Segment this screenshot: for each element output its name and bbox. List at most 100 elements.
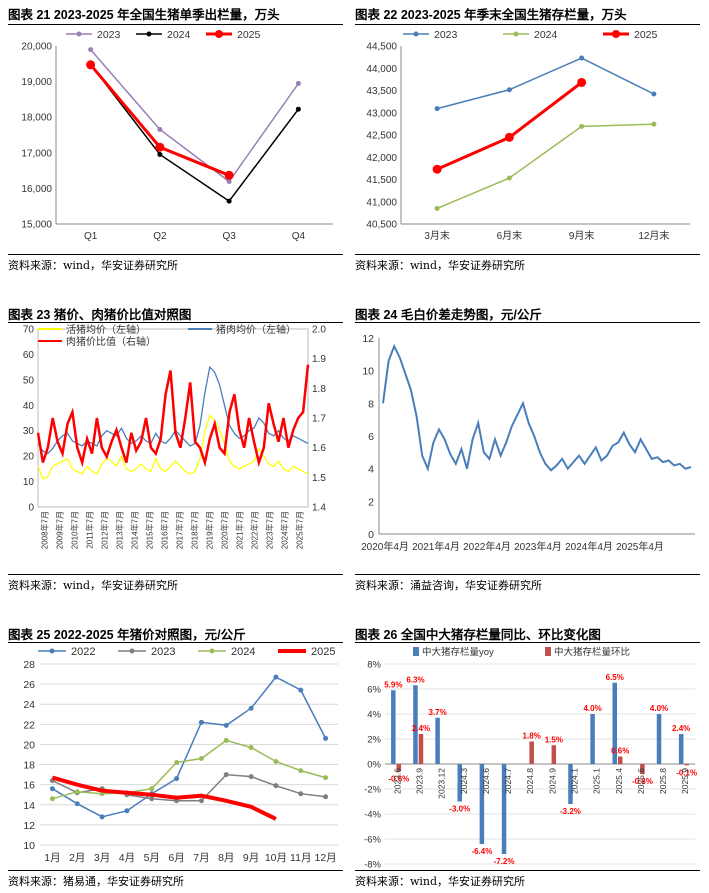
y-tick-label: 60 bbox=[23, 350, 35, 361]
series-line-2022 bbox=[52, 676, 327, 818]
data-label: -0.1% bbox=[676, 768, 697, 777]
divider bbox=[8, 642, 343, 643]
x-tick-label: 2023.9 bbox=[414, 768, 424, 794]
data-point-2025 bbox=[224, 170, 234, 180]
y-tick-label: 44,000 bbox=[366, 64, 397, 75]
y-tick-label: 43,500 bbox=[366, 86, 397, 97]
data-label: -0.8% bbox=[632, 777, 653, 786]
data-point-2023 bbox=[198, 798, 204, 804]
series-line-2025 bbox=[436, 81, 583, 171]
legend-label: 2022 bbox=[71, 646, 95, 658]
data-label: 3.7% bbox=[428, 708, 446, 717]
chart-panel-22: 图表 22 2023-2025 年季末全国生猪存栏量，万头 2023 2024 20… bbox=[355, 4, 700, 272]
bar-mom bbox=[684, 764, 689, 766]
y-tick-label: 22 bbox=[23, 719, 35, 731]
data-label: -6.4% bbox=[471, 847, 492, 856]
line-chart-quarter-end-inventory: 2023 2024 2025 40,500 41,000 41,500 42,000 42,5… bbox=[366, 29, 690, 242]
x-tick-label: 3月末 bbox=[424, 229, 450, 242]
x-tick-label: Q2 bbox=[153, 231, 167, 242]
data-point-2024 bbox=[273, 759, 279, 765]
bar-yoy bbox=[479, 764, 485, 844]
bar-mom bbox=[618, 756, 623, 764]
data-point-2022 bbox=[323, 735, 329, 741]
data-point-2024 bbox=[248, 744, 254, 750]
data-point-2024 bbox=[651, 121, 657, 127]
x-tick-label: 2025.6 bbox=[636, 768, 646, 794]
y-tick-label: 70 bbox=[23, 325, 35, 336]
y-tick-label: -2% bbox=[364, 785, 381, 796]
divider bbox=[355, 574, 700, 575]
bar-yoy bbox=[612, 682, 617, 764]
data-point-2022 bbox=[99, 814, 105, 820]
bar-yoy bbox=[457, 764, 462, 802]
x-tick-label: 2017年7月 bbox=[175, 511, 185, 549]
chart-panel-26: 图表 26 全国中大猪存栏量同比、环比变化图 中大猪存栏量yoy 中大猪存栏量环比… bbox=[355, 624, 700, 890]
data-label: -3.0% bbox=[449, 805, 470, 814]
x-tick-label: 4月 bbox=[119, 852, 135, 864]
x-tick-label: 2025.8 bbox=[658, 768, 668, 794]
data-point-2024 bbox=[198, 756, 204, 762]
legend-label: 中大猪存栏量环比 bbox=[554, 646, 630, 658]
data-point-2025 bbox=[155, 142, 165, 152]
data-point-2024 bbox=[157, 151, 163, 157]
chart-panel-25: 图表 25 2022-2025 年猪价对照图，元/公斤 2022 2023 2024… bbox=[8, 624, 343, 890]
data-label: 6.5% bbox=[606, 673, 624, 682]
series-line bbox=[36, 364, 310, 468]
data-point-2025 bbox=[86, 60, 96, 70]
x-tick-label: Q1 bbox=[84, 231, 98, 242]
x-tick-label: 2008年7月 bbox=[40, 511, 50, 549]
x-tick-label: 2023年7月 bbox=[265, 511, 275, 549]
bar-chart-inventory-change: 中大猪存栏量yoy 中大猪存栏量环比 -8% -6% -4% -2% 0% 2% 4% 6% 8%5… bbox=[364, 646, 697, 870]
data-point-2022 bbox=[248, 705, 254, 711]
series-line-2023 bbox=[90, 49, 300, 183]
data-point-2022 bbox=[198, 719, 204, 725]
chart-panel-21: 图表 21 2023-2025 年全国生猪单季出栏量，万头 2023 2024 20… bbox=[8, 4, 343, 272]
bar-yoy bbox=[678, 734, 684, 764]
x-tick-label: 2025.9 bbox=[680, 768, 690, 794]
legend-label: 2024 bbox=[167, 29, 191, 41]
data-point-2025 bbox=[432, 164, 442, 174]
y-tick-label: 8% bbox=[367, 660, 381, 671]
chart-title: 图表 23 猪价、肉猪价比值对照图 bbox=[8, 308, 192, 322]
divider bbox=[355, 24, 700, 25]
y-tick-label: 40 bbox=[23, 401, 35, 412]
legend-label: 2023 bbox=[434, 29, 458, 41]
y-tick-label: 19,000 bbox=[21, 77, 52, 88]
bar-mom bbox=[640, 764, 645, 774]
data-label: 5.9% bbox=[384, 680, 402, 689]
data-point-2025 bbox=[504, 132, 514, 142]
x-tick-label: 12月末 bbox=[638, 229, 669, 242]
x-tick-label: 6月末 bbox=[497, 229, 523, 242]
x-tick-label: 2010年7月 bbox=[70, 511, 80, 549]
y-tick-label: 28 bbox=[23, 659, 35, 671]
line-chart-quarterly-slaughter: 2023 2024 2025 15,000 16,000 17,000 18,000 19,0… bbox=[21, 29, 333, 242]
y-tick-label: -6% bbox=[364, 835, 381, 846]
data-point-2024 bbox=[434, 205, 440, 211]
x-tick-label: 2025.1 bbox=[592, 768, 602, 794]
divider bbox=[8, 870, 343, 871]
chart-title: 图表 25 2022-2025 年猪价对照图，元/公斤 bbox=[8, 628, 246, 642]
x-tick-label: 2024年4月 bbox=[565, 540, 613, 553]
x-tick-label: 2023.12 bbox=[437, 768, 447, 799]
y-tick-label: 14 bbox=[23, 800, 35, 812]
source-note: 资料来源：wind，华安证券研究所 bbox=[8, 259, 179, 272]
y-tick-label: 17,000 bbox=[21, 148, 52, 159]
data-point-2023 bbox=[579, 55, 585, 61]
x-tick-label: 8月 bbox=[218, 852, 234, 864]
y-tick-label: 42,000 bbox=[366, 153, 397, 164]
data-point-2024 bbox=[74, 789, 80, 795]
y-tick-label: 40,500 bbox=[366, 220, 397, 231]
x-tick-label: 9月末 bbox=[569, 229, 595, 242]
data-point-2023 bbox=[223, 772, 229, 778]
x-tick-label: 2024.6 bbox=[481, 768, 491, 794]
divider bbox=[355, 642, 700, 643]
x-tick-label: 2025年4月 bbox=[616, 540, 664, 553]
bar-yoy bbox=[501, 764, 507, 854]
data-point-2025 bbox=[577, 77, 587, 87]
x-tick-label: Q4 bbox=[292, 231, 306, 242]
y2-tick-label: 1.6 bbox=[312, 443, 326, 454]
data-point-2024 bbox=[49, 796, 55, 802]
x-tick-label: 2024.7 bbox=[503, 768, 513, 794]
x-tick-label: 11月 bbox=[290, 852, 311, 864]
